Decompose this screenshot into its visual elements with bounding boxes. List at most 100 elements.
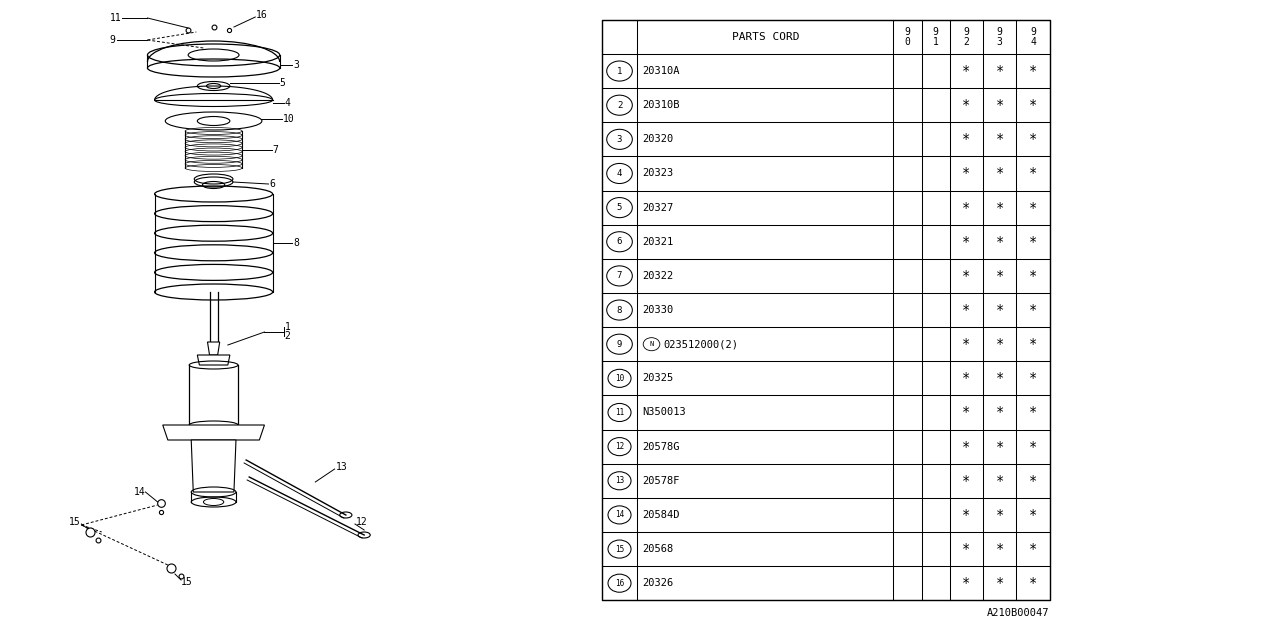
Text: 7: 7 <box>273 145 279 155</box>
Text: *: * <box>996 235 1004 249</box>
Text: *: * <box>996 337 1004 351</box>
Text: 4: 4 <box>285 98 291 108</box>
Text: 9: 9 <box>110 35 115 45</box>
Text: 20321: 20321 <box>643 237 673 247</box>
Text: 20568: 20568 <box>643 544 673 554</box>
Polygon shape <box>163 425 265 440</box>
Text: 10: 10 <box>283 114 294 124</box>
Text: 1: 1 <box>285 322 291 332</box>
Text: *: * <box>996 200 1004 214</box>
Text: *: * <box>1029 508 1037 522</box>
Text: *: * <box>963 269 970 283</box>
Text: 15: 15 <box>180 577 193 587</box>
Text: *: * <box>1029 269 1037 283</box>
Text: *: * <box>1029 132 1037 147</box>
Text: 15: 15 <box>69 517 81 527</box>
Text: *: * <box>1029 576 1037 590</box>
Text: 16: 16 <box>614 579 625 588</box>
Polygon shape <box>191 440 236 492</box>
Text: 11: 11 <box>110 13 122 23</box>
Text: 9
4: 9 4 <box>1030 26 1036 47</box>
Text: *: * <box>963 132 970 147</box>
Text: *: * <box>963 406 970 419</box>
Text: 20326: 20326 <box>643 578 673 588</box>
Text: *: * <box>963 440 970 454</box>
Text: *: * <box>1029 64 1037 78</box>
Text: *: * <box>1029 406 1037 419</box>
Text: 3: 3 <box>617 135 622 144</box>
Text: *: * <box>996 542 1004 556</box>
Text: 8: 8 <box>617 305 622 314</box>
Text: *: * <box>1029 474 1037 488</box>
Text: 13: 13 <box>614 476 625 485</box>
Text: 20330: 20330 <box>643 305 673 315</box>
Text: 15: 15 <box>614 545 625 554</box>
Text: 14: 14 <box>134 487 146 497</box>
Text: *: * <box>996 132 1004 147</box>
Text: 8: 8 <box>293 238 298 248</box>
Text: 11: 11 <box>614 408 625 417</box>
Text: *: * <box>996 576 1004 590</box>
Text: *: * <box>996 269 1004 283</box>
Text: 20578G: 20578G <box>643 442 680 452</box>
Text: 12: 12 <box>614 442 625 451</box>
Text: 20320: 20320 <box>643 134 673 145</box>
Text: *: * <box>996 508 1004 522</box>
Text: *: * <box>963 64 970 78</box>
Text: *: * <box>996 303 1004 317</box>
Text: *: * <box>963 200 970 214</box>
Text: *: * <box>963 303 970 317</box>
Text: 9
2: 9 2 <box>964 26 969 47</box>
Text: 20325: 20325 <box>643 373 673 383</box>
Text: 5: 5 <box>617 203 622 212</box>
Text: 6: 6 <box>617 237 622 246</box>
Text: *: * <box>996 474 1004 488</box>
Text: *: * <box>963 166 970 180</box>
Text: *: * <box>963 508 970 522</box>
Text: PARTS CORD: PARTS CORD <box>732 32 799 42</box>
Text: *: * <box>996 98 1004 112</box>
Text: 5: 5 <box>280 78 285 88</box>
Text: *: * <box>1029 303 1037 317</box>
Text: 12: 12 <box>356 517 367 527</box>
Text: 16: 16 <box>256 10 268 20</box>
Text: *: * <box>1029 542 1037 556</box>
Text: 1: 1 <box>617 67 622 76</box>
Text: *: * <box>1029 166 1037 180</box>
Text: *: * <box>996 64 1004 78</box>
Text: 9
3: 9 3 <box>997 26 1002 47</box>
Text: *: * <box>1029 337 1037 351</box>
Text: 20310A: 20310A <box>643 66 680 76</box>
Text: 10: 10 <box>614 374 625 383</box>
Text: 7: 7 <box>617 271 622 280</box>
Text: 20322: 20322 <box>643 271 673 281</box>
Text: *: * <box>963 542 970 556</box>
Text: *: * <box>996 371 1004 385</box>
Text: *: * <box>963 98 970 112</box>
Text: N: N <box>649 341 654 347</box>
Text: N350013: N350013 <box>643 408 686 417</box>
Text: 14: 14 <box>614 511 625 520</box>
Text: *: * <box>996 440 1004 454</box>
Text: 2: 2 <box>285 331 291 341</box>
Text: 4: 4 <box>617 169 622 178</box>
Text: 20584D: 20584D <box>643 510 680 520</box>
Text: 13: 13 <box>335 462 347 472</box>
Text: *: * <box>1029 371 1037 385</box>
Text: *: * <box>963 576 970 590</box>
Polygon shape <box>197 355 230 365</box>
Text: 9: 9 <box>617 340 622 349</box>
Text: *: * <box>963 337 970 351</box>
Text: *: * <box>963 474 970 488</box>
Text: 6: 6 <box>270 179 275 189</box>
Text: *: * <box>963 371 970 385</box>
Text: *: * <box>963 235 970 249</box>
Text: A210B00047: A210B00047 <box>987 608 1050 618</box>
Text: *: * <box>1029 235 1037 249</box>
Text: *: * <box>996 166 1004 180</box>
Text: *: * <box>1029 440 1037 454</box>
Text: *: * <box>1029 200 1037 214</box>
Text: 9
1: 9 1 <box>933 26 938 47</box>
Text: 20310B: 20310B <box>643 100 680 110</box>
Text: 20323: 20323 <box>643 168 673 179</box>
